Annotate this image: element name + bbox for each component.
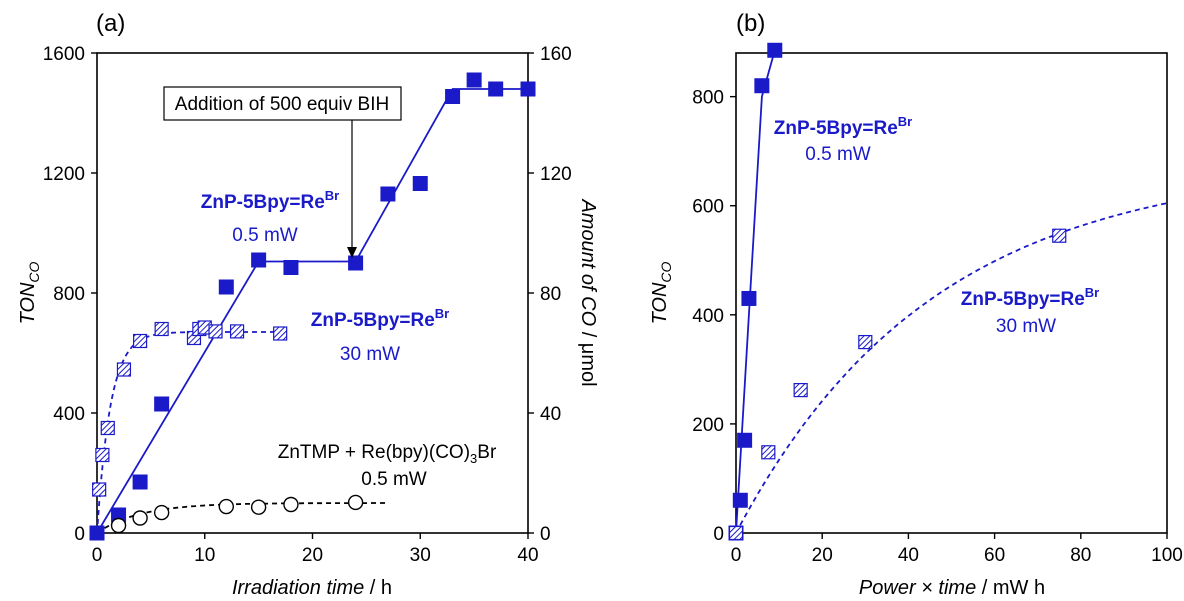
a-series1-point xyxy=(466,72,482,88)
b-x-tick-label: 0 xyxy=(731,545,742,566)
a-series3-point xyxy=(347,494,364,511)
b-x-tick-label: 60 xyxy=(984,545,1005,566)
a-y-axis-title: TONCO xyxy=(17,261,42,324)
a-series1-point xyxy=(520,81,536,97)
b-y-tick-label: 800 xyxy=(692,88,724,109)
a-series2-point xyxy=(95,447,110,463)
a-series2-name: ZnP-5Bpy=ReBr xyxy=(311,306,450,331)
a-series2-point xyxy=(229,324,245,339)
a-series1-name: ZnP-5Bpy=ReBr xyxy=(201,188,340,213)
panel-a-markers xyxy=(89,72,536,541)
b-x-tick-label: 40 xyxy=(898,545,919,566)
bih-annotation-box xyxy=(163,86,402,121)
b-series2-point xyxy=(728,525,744,541)
a-x-tick-label: 30 xyxy=(410,545,431,566)
a-series1-point xyxy=(412,176,428,191)
a-series3-name: ZnTMP + Re(bpy)(CO)3Br xyxy=(278,442,497,466)
a-series2-point xyxy=(273,326,288,341)
b-series1-point xyxy=(767,42,783,58)
a-y2-tick-label: 40 xyxy=(540,404,561,425)
bih-arrowhead xyxy=(347,247,357,258)
a-series1-point xyxy=(488,81,504,97)
b-y-tick-label: 200 xyxy=(692,415,724,436)
panel-b: (b) 0 20 40 60 80 100 0 200 400 600 800 ZnP-5Bpy=R… xyxy=(649,10,1183,599)
b-x-tick-label: 20 xyxy=(812,545,833,566)
a-x-tick-label: 0 xyxy=(92,545,103,566)
panel-b-markers xyxy=(728,42,1067,541)
a-series1-point xyxy=(380,186,396,202)
a-series1-point xyxy=(283,260,299,275)
b-y-tick-label: 400 xyxy=(692,306,724,327)
a-y2-tick-label: 80 xyxy=(540,284,561,305)
a-y2-tick-label: 160 xyxy=(540,44,572,65)
b-x-axis-title: Power × time / mW h xyxy=(859,577,1045,599)
b-series1-fit-line xyxy=(735,50,776,534)
a-series2-point xyxy=(133,333,148,349)
a-y-tick-label: 1200 xyxy=(43,164,85,185)
b-series2-point xyxy=(1052,228,1067,243)
a-x-tick-label: 20 xyxy=(302,545,323,566)
a-series1-point xyxy=(251,252,267,268)
a-series3-power: 0.5 mW xyxy=(361,469,427,490)
a-series1-point xyxy=(445,89,461,104)
a-series1-point xyxy=(348,255,364,271)
a-y-tick-label: 400 xyxy=(53,404,85,425)
panel-b-label: (b) xyxy=(736,10,765,37)
b-series2-point xyxy=(793,382,808,398)
a-series3-point xyxy=(283,496,299,513)
a-y2-tick-label: 0 xyxy=(540,524,551,545)
a-series3-point xyxy=(250,499,267,515)
b-series1-point xyxy=(737,432,753,448)
a-series2-point xyxy=(154,321,169,337)
a-series3-point xyxy=(218,498,235,515)
a-x-tick-label: 10 xyxy=(194,545,215,566)
b-series2-point xyxy=(761,445,776,460)
a-series1-point xyxy=(89,525,105,541)
a-series3-point xyxy=(110,517,127,534)
b-series2-fit-line xyxy=(735,202,1168,534)
a-series3-point xyxy=(132,510,148,526)
b-series1-point xyxy=(732,492,748,508)
a-y-tick-label: 1600 xyxy=(43,44,85,65)
b-series2-name: ZnP-5Bpy=ReBr xyxy=(961,285,1100,310)
b-series1-name: ZnP-5Bpy=ReBr xyxy=(774,114,913,139)
a-series2-point xyxy=(100,420,115,436)
a-y2-tick-label: 120 xyxy=(540,164,572,185)
a-series2-point xyxy=(92,482,107,497)
b-x-tick-label: 80 xyxy=(1070,545,1091,566)
panel-b-frame xyxy=(735,52,1168,534)
b-series2-point xyxy=(858,334,873,350)
panel-a: (a) 0 10 20 30 4004008001200160004080120160 … xyxy=(17,10,599,599)
b-x-tick-label: 100 xyxy=(1151,545,1183,566)
a-y2-axis-title: Amount of CO / μmol xyxy=(577,198,599,386)
a-series3-point xyxy=(153,504,170,521)
bih-annotation-text: Addition of 500 equiv BIH xyxy=(175,94,389,115)
b-series1-point xyxy=(754,78,770,94)
a-y-tick-label: 0 xyxy=(74,524,85,545)
a-x-tick-label: 40 xyxy=(517,545,538,566)
panel-b-ticks: 0 20 40 60 80 100 0 200 400 600 800 xyxy=(692,88,1183,566)
panel-b-fit-lines xyxy=(735,50,1168,534)
a-series1-power: 0.5 mW xyxy=(232,225,298,246)
b-series1-point xyxy=(741,290,757,306)
a-series3-fit-line xyxy=(96,502,388,534)
b-y-tick-label: 600 xyxy=(692,197,724,218)
a-series2-point xyxy=(116,362,132,377)
a-series1-point xyxy=(218,279,234,295)
a-series2-power: 30 mW xyxy=(340,344,400,365)
b-series2-power: 30 mW xyxy=(996,316,1056,337)
a-y-tick-label: 800 xyxy=(53,284,85,305)
b-y-tick-label: 0 xyxy=(713,524,724,545)
b-y-axis-title: TONCO xyxy=(649,261,674,324)
a-series2-fit-line xyxy=(96,331,281,534)
a-series2-point xyxy=(208,324,223,339)
a-x-axis-title: Irradiation time / h xyxy=(232,577,392,599)
a-series1-point xyxy=(132,474,148,490)
a-series1-point xyxy=(154,396,170,412)
b-series1-power: 0.5 mW xyxy=(805,144,871,165)
panel-a-label: (a) xyxy=(96,10,125,37)
